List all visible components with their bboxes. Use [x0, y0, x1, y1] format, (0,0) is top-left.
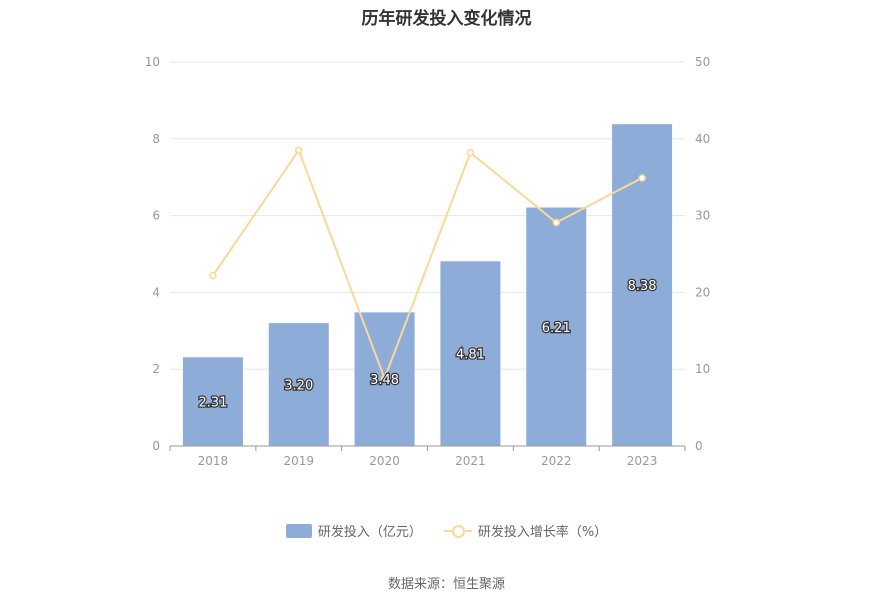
x-tick-label: 2023 [627, 454, 658, 468]
y-left-tick-label: 8 [152, 132, 160, 146]
bar [526, 207, 587, 446]
growth-point [209, 271, 217, 280]
bar [440, 261, 501, 446]
grid-lines: 0 0 2 10 4 20 6 30 8 40 10 50 [145, 55, 711, 453]
y-left-tick-label: 0 [152, 439, 160, 453]
y-right-tick-label: 50 [695, 55, 710, 69]
y-left-tick-label: 10 [145, 55, 160, 69]
bar [268, 323, 329, 446]
y-right-tick-label: 40 [695, 132, 710, 146]
data-source: 数据来源：恒生聚源 [387, 577, 505, 592]
legend: 研发投入（亿元） 研发投入增长率（%） [0, 521, 893, 540]
legend-item-bar[interactable]: 研发投入（亿元） [285, 521, 422, 540]
legend-line-swatch [443, 524, 472, 538]
growth-point [466, 148, 475, 157]
y-left-tick-label: 6 [152, 209, 160, 223]
bar-value-label: 8.38 [628, 279, 657, 294]
y-left-tick-label: 2 [152, 362, 160, 376]
growth-point [380, 374, 389, 383]
y-left-tick-label: 4 [152, 285, 160, 299]
growth-line [212, 148, 643, 382]
bar-value-label: 6.21 [542, 321, 571, 336]
bar-value-label: 3.20 [284, 379, 313, 394]
bar-value-label: 2.31 [198, 396, 227, 411]
data-labels: 2.31 3.20 3.48 4.81 6.21 8.38 [197, 278, 658, 412]
x-tick-label: 2019 [283, 454, 314, 468]
bar [182, 357, 243, 446]
bar-value-label: 3.48 [370, 373, 399, 388]
legend-bar-swatch [285, 523, 312, 538]
y-right-tick-label: 0 [695, 439, 703, 453]
x-tick-label: 2020 [369, 454, 400, 468]
bar-series [182, 124, 673, 446]
x-tick-label: 2018 [198, 454, 229, 468]
legend-bar-label: 研发投入（亿元） [317, 525, 422, 540]
chart-title: 历年研发投入变化情况 [361, 9, 532, 29]
legend-item-line[interactable]: 研发投入增长率（%） [443, 521, 608, 540]
growth-point [295, 146, 303, 155]
x-tick-label: 2022 [541, 454, 572, 468]
growth-line-series [209, 146, 646, 383]
y-right-tick-label: 30 [695, 209, 710, 223]
x-tick-label: 2021 [455, 454, 486, 468]
growth-point [638, 174, 646, 182]
legend-line-label: 研发投入增长率（%） [477, 525, 608, 540]
x-axis: 2018 2019 2020 2021 2022 2023 [169, 445, 686, 468]
y-right-tick-label: 10 [695, 362, 710, 376]
bar-value-label: 4.81 [456, 348, 485, 363]
y-right-tick-label: 20 [695, 285, 710, 299]
growth-point [552, 218, 560, 227]
